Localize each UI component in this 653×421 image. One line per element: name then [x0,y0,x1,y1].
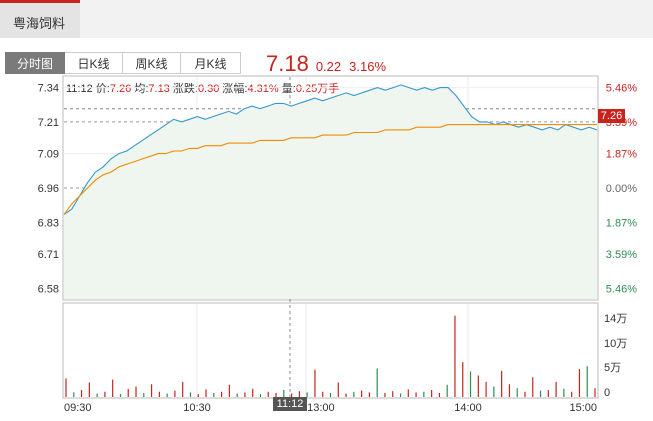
crosshair-price-tag: 7.26 [598,109,625,123]
stock-name: 粤海饲料 [13,16,66,31]
crosshair-time-tag: 11:12 [273,397,307,411]
price-change: 0.22 [315,59,342,74]
time-tick-label: 14:00 [454,402,482,414]
crosshair-info-bar: 11:12 价:7.26 均:7.13 涨跌:0.30 涨幅:4.31% 量:0… [66,80,339,96]
price-area [64,84,597,300]
pct-tick-label: 1.87% [606,149,637,161]
quote-summary: 7.18 0.22 3.16% [266,51,387,76]
pct-tick-label: 3.59% [606,249,637,261]
volume-tick-label: 10万 [604,338,627,350]
info-price: 7.26 [109,83,132,95]
info-vol-label: 量: [281,83,296,95]
price-tick-label: 7.09 [38,149,59,161]
info-avg: 7.13 [148,83,170,95]
price-tick-label: 6.58 [38,283,59,295]
pct-tick-label: 5.46% [606,283,637,295]
info-chg-label: 涨跌: [172,83,198,95]
price-tick-label: 6.83 [38,217,59,229]
stock-tab-bar: 粤海饲料 [0,0,653,38]
volume-tick-label: 5万 [604,362,621,374]
price-line [63,84,598,215]
price-tick-label: 7.21 [38,117,59,129]
time-tick-label: 09:30 [64,402,92,414]
price-tick-label: 6.71 [38,249,59,261]
info-pct: 4.31% [247,83,279,95]
tab-monthly-k[interactable]: 月K线 [181,52,241,74]
price-series-layer [63,84,598,300]
tab-weekly-k[interactable]: 周K线 [123,52,181,74]
info-chg: 0.30 [197,83,220,95]
tab-intraday[interactable]: 分时图 [5,52,65,74]
info-vol: 0.25万手 [295,83,340,95]
info-time: 11:12 [66,83,93,95]
period-tabs: 分时图 日K线 周K线 月K线 [5,52,241,74]
stock-name-tab[interactable]: 粤海饲料 [0,0,80,38]
volume-tick-label: 14万 [604,313,627,325]
chart-frame [62,75,599,399]
current-price: 7.18 [266,51,309,76]
volume-panel-border [62,302,599,399]
time-tick-label: 15:00 [569,402,597,414]
time-tick-label: 10:30 [183,402,211,414]
price-change-pct: 3.16% [349,59,387,74]
price-tick-label: 7.34 [38,83,59,95]
average-line [63,124,597,215]
info-price-label: 价: [95,83,110,95]
volume-tick-label: 0 [604,387,610,399]
price-tick-label: 6.96 [38,183,59,195]
pct-tick-label: 1.87% [606,217,637,229]
pct-tick-label: 0.00% [606,183,637,195]
tab-daily-k[interactable]: 日K线 [65,52,123,74]
pct-tick-label: 5.46% [606,83,637,95]
price-panel-border [62,75,599,301]
info-avg-label: 均: [134,83,149,95]
info-pct-label: 涨幅: [222,83,248,95]
volume-bars-layer [65,315,596,397]
axis-labels-layer: 7.34 5.46% 7.21 3.59% 7.09 1.87% 6.96 0.00% 6.83… [38,83,638,414]
